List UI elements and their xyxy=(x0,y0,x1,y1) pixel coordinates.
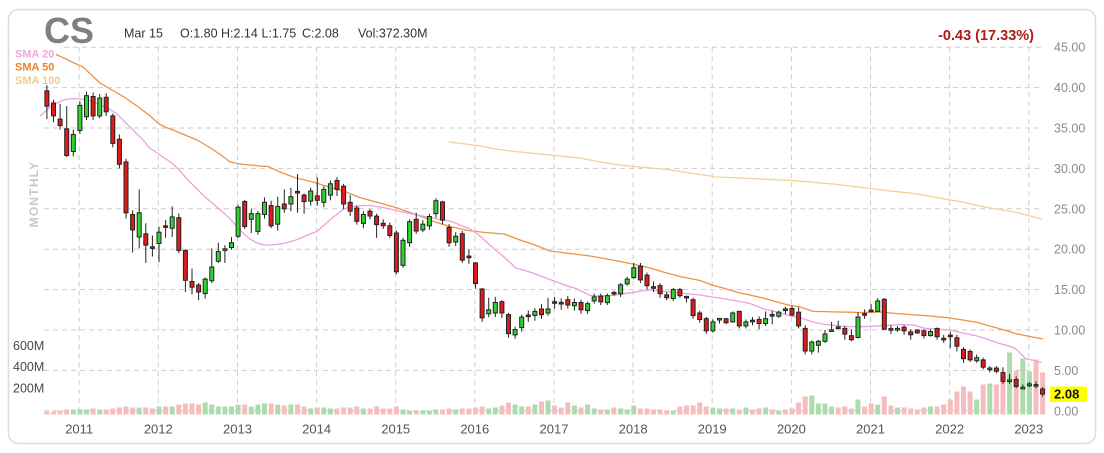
svg-text:MONTHLY: MONTHLY xyxy=(27,161,41,228)
svg-text:H:2.14: H:2.14 xyxy=(221,27,258,41)
svg-text:200M: 200M xyxy=(13,382,44,396)
svg-text:2018: 2018 xyxy=(619,422,648,437)
svg-text:SMA 100: SMA 100 xyxy=(15,75,60,87)
svg-text:2021: 2021 xyxy=(856,422,885,437)
svg-text:0.00: 0.00 xyxy=(1054,404,1078,418)
svg-text:35.00: 35.00 xyxy=(1054,122,1085,136)
svg-text:2019: 2019 xyxy=(698,422,727,437)
svg-text:40.00: 40.00 xyxy=(1054,81,1085,95)
svg-text:10.00: 10.00 xyxy=(1054,324,1085,338)
svg-text:25.00: 25.00 xyxy=(1054,202,1085,216)
svg-text:L:1.75: L:1.75 xyxy=(262,27,297,41)
svg-text:Mar 15: Mar 15 xyxy=(124,27,163,41)
svg-text:2.08: 2.08 xyxy=(1054,387,1079,402)
svg-text:600M: 600M xyxy=(13,339,44,353)
svg-text:2012: 2012 xyxy=(144,422,173,437)
svg-text:15.00: 15.00 xyxy=(1054,283,1085,297)
svg-text:C:2.08: C:2.08 xyxy=(302,27,339,41)
svg-text:2015: 2015 xyxy=(381,422,410,437)
svg-text:5.00: 5.00 xyxy=(1054,364,1078,378)
svg-text:45.00: 45.00 xyxy=(1054,41,1085,55)
svg-text:O:1.80: O:1.80 xyxy=(180,27,218,41)
svg-text:2017: 2017 xyxy=(540,422,569,437)
svg-text:SMA 20: SMA 20 xyxy=(15,49,54,61)
svg-text:2014: 2014 xyxy=(302,422,331,437)
svg-text:2011: 2011 xyxy=(65,422,93,437)
svg-text:Vol:372.30M: Vol:372.30M xyxy=(358,27,428,41)
svg-text:20.00: 20.00 xyxy=(1054,243,1085,257)
svg-text:-0.43 (17.33%): -0.43 (17.33%) xyxy=(938,28,1034,44)
svg-text:2020: 2020 xyxy=(777,422,806,437)
svg-text:400M: 400M xyxy=(13,360,44,374)
svg-text:2013: 2013 xyxy=(223,422,252,437)
svg-text:30.00: 30.00 xyxy=(1054,162,1085,176)
svg-text:2016: 2016 xyxy=(460,422,489,437)
svg-text:2022: 2022 xyxy=(935,422,964,437)
svg-text:SMA 50: SMA 50 xyxy=(15,62,54,74)
svg-text:CS: CS xyxy=(44,10,94,51)
svg-text:2023: 2023 xyxy=(1014,422,1043,437)
